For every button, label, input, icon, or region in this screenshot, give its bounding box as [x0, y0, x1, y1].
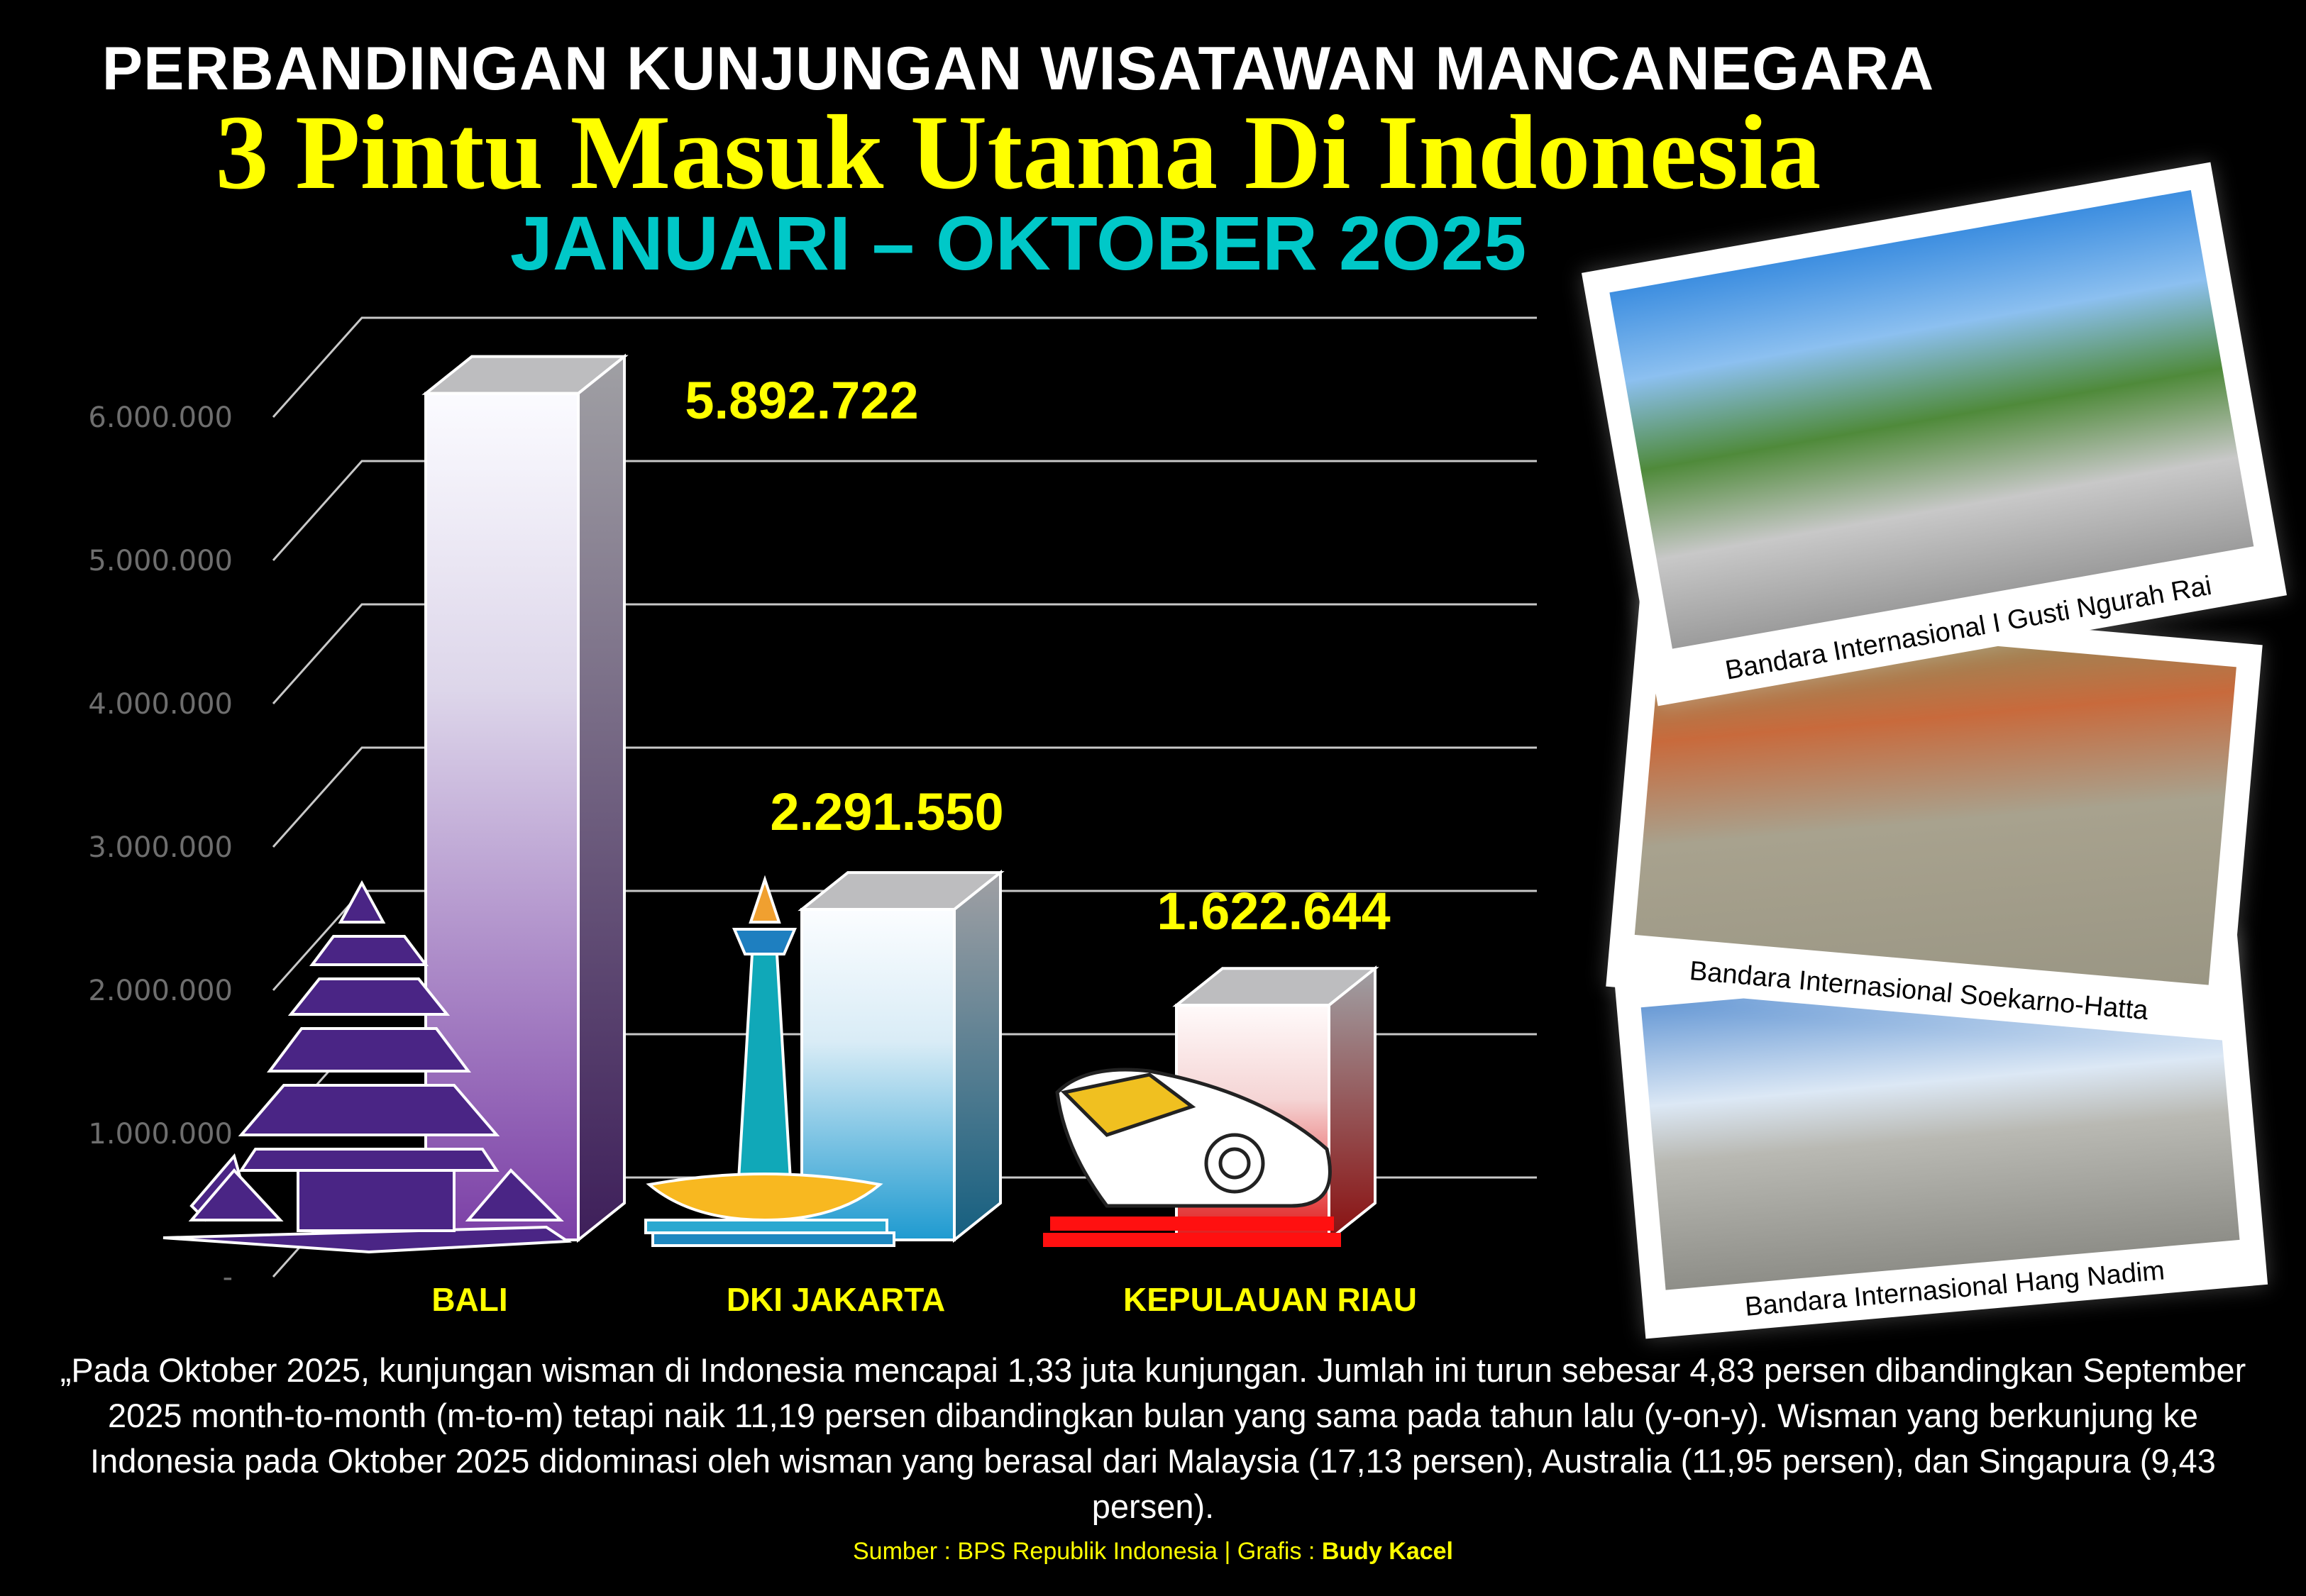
y-tick-label: - [223, 1261, 233, 1294]
description-paragraph: „Pada Oktober 2025, kunjungan wisman di … [60, 1351, 2246, 1525]
y-tick-label: 1.000.000 [88, 1118, 233, 1151]
bar-side [577, 353, 626, 1243]
title-period: JANUARI – OKTOBER 2O25 [509, 200, 1527, 286]
category-label: DKI JAKARTA [727, 1281, 945, 1318]
data-label: 2.291.550 [770, 782, 1003, 841]
bali-temple-icon [162, 880, 573, 1254]
gridline [272, 746, 1537, 848]
gridline [272, 316, 1537, 418]
gridline [272, 603, 1537, 704]
title-line-1: PERBANDINGAN KUNJUNGAN WISATAWAN MANCANE… [101, 35, 1935, 103]
gridline [272, 460, 1537, 561]
data-label: 1.622.644 [1157, 882, 1390, 941]
bar-side [1328, 965, 1377, 1243]
data-labels: 5.892.722 BALI 2.291.550 DKI JAKARTA 1.622.6… [431, 371, 1417, 1318]
region-icons [162, 875, 1341, 1254]
y-axis: - 1.000.000 2.000.000 3.000.000 4.000.000 5.0… [88, 401, 233, 1294]
category-label: KEPULAUAN RIAU [1123, 1281, 1417, 1318]
bar-side [953, 869, 1002, 1243]
source-text: Sumber : BPS Republik Indonesia | Grafis… [853, 1538, 1322, 1565]
data-label: 5.892.722 [685, 371, 918, 430]
source-credit: Sumber : BPS Republik Indonesia | Grafis… [0, 1538, 2306, 1565]
y-tick-label: 2.000.000 [88, 975, 233, 1007]
y-tick-label: 5.000.000 [88, 545, 233, 577]
category-label: BALI [431, 1281, 507, 1318]
gonggong-shell-icon [1043, 1068, 1341, 1247]
monas-monument-icon [644, 875, 895, 1247]
author-name: Budy Kacel [1321, 1538, 1453, 1565]
y-tick-label: 4.000.000 [88, 688, 233, 721]
title-line-2: 3 Pintu Masuk Utama Di Indonesia [215, 94, 1821, 211]
y-tick-label: 6.000.000 [88, 401, 233, 434]
y-tick-label: 3.000.000 [88, 831, 233, 864]
